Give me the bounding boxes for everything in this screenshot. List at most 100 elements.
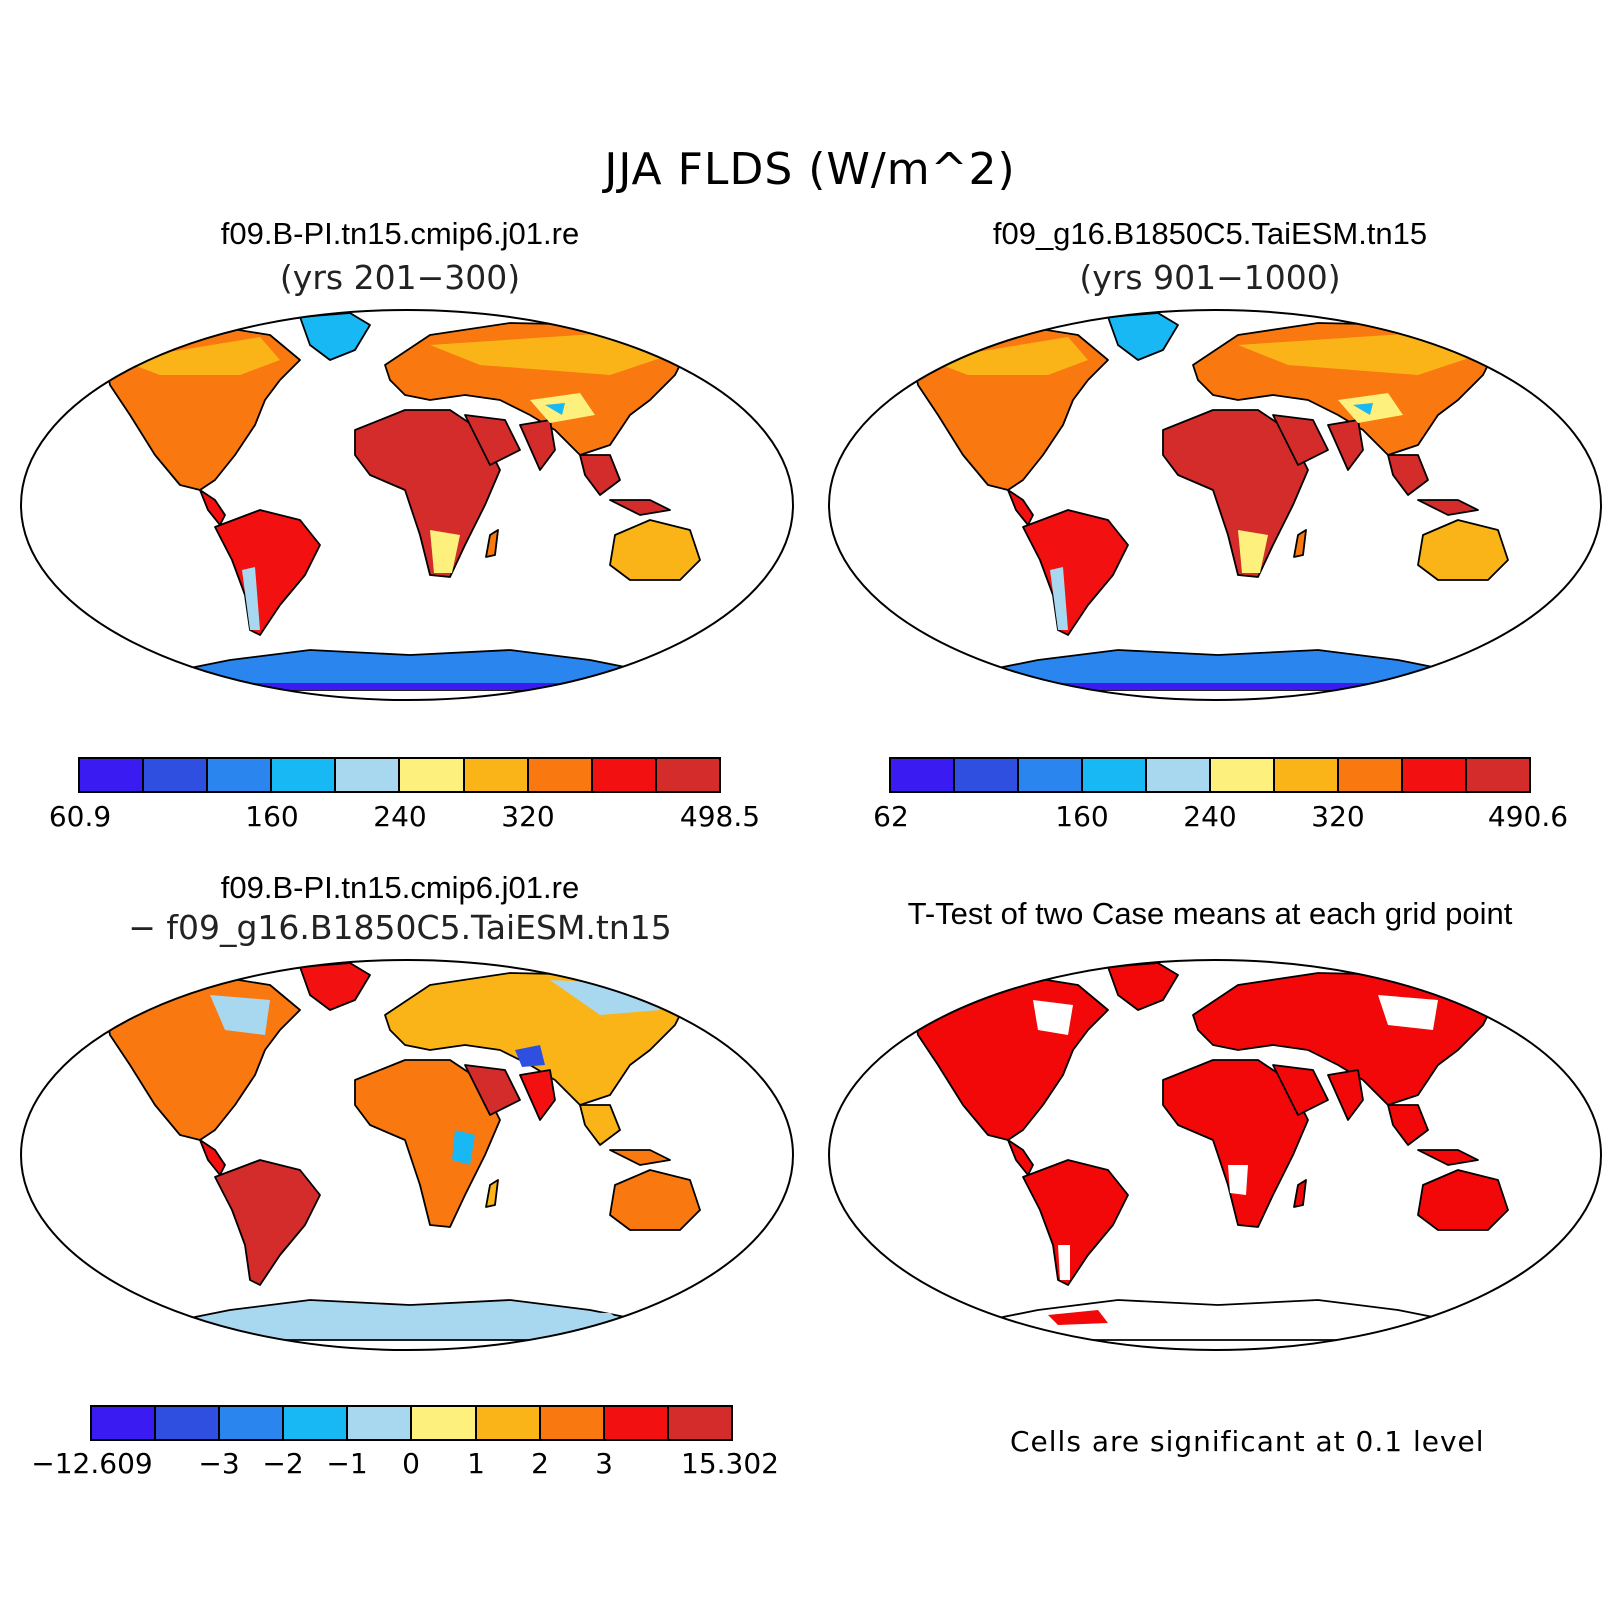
landmass-seasia (1387, 1104, 1429, 1146)
map-difference (20, 959, 794, 1351)
field-patch-ttest-gap-africa (1228, 1165, 1248, 1195)
landmass-madagascar (485, 529, 499, 558)
field-patch-ttest-gap-samerica (1058, 1245, 1070, 1280)
colorbar-swatch (412, 1407, 477, 1439)
colorbar-swatch (528, 759, 593, 791)
colorbar-case1 (78, 757, 721, 793)
landmass-arabia (1272, 414, 1329, 466)
cbar2-label-max: 490.6 (1487, 800, 1569, 833)
cbar3-label-neg2: −2 (262, 1447, 304, 1480)
landmass-seasia (579, 1104, 621, 1146)
landmass-arabia (464, 414, 521, 466)
landmass-greenland (1107, 962, 1179, 1011)
field-patch-andes-strip (242, 567, 260, 630)
field-patch-canada-cool (210, 995, 270, 1035)
map-frame (20, 959, 794, 1351)
colorbar-swatch (604, 1407, 669, 1439)
field-patch-tibet-cool (515, 1045, 545, 1067)
panel2-title: f09_g16.B1850C5.TaiESM.tn15 (992, 216, 1428, 251)
cbar1-label-min: 60.9 (48, 800, 112, 833)
panel2-subtitle: (yrs 901−1000) (1079, 258, 1341, 297)
map-ttest (828, 959, 1602, 1351)
landmass-africa (354, 409, 501, 578)
landmass-africa (1162, 1059, 1309, 1228)
landmass-africa (354, 1059, 501, 1228)
landmass-madagascar (1293, 529, 1307, 558)
colorbar-swatch (656, 759, 719, 791)
panel4-title: T-Test of two Case means at each grid po… (907, 896, 1513, 931)
landmass-australia (1417, 519, 1509, 581)
field-patch-southafrica-patch (430, 530, 460, 573)
landmass-seasia (579, 454, 621, 496)
panel1-title: f09.B-PI.tn15.cmip6.j01.re (220, 216, 580, 251)
colorbar-swatch (1275, 759, 1339, 791)
colorbar-swatch (464, 759, 529, 791)
landmass-australia (1417, 1169, 1509, 1231)
colorbar-swatch (955, 759, 1019, 791)
cbar3-label-2: 2 (531, 1447, 549, 1480)
colorbar-swatch (1147, 759, 1211, 791)
panel1-subtitle: (yrs 201−300) (279, 258, 521, 297)
colorbar-swatch (1083, 759, 1147, 791)
colorbar-swatch (272, 759, 337, 791)
landmass-india (1327, 1069, 1364, 1121)
landmass-samerica (1022, 509, 1129, 636)
cbar3-label-0: 0 (402, 1447, 420, 1480)
colorbar-swatch (92, 1407, 157, 1439)
cbar2-label-160: 160 (1055, 800, 1109, 833)
landmass-camerica (1007, 1139, 1034, 1176)
colorbar-swatch (592, 759, 657, 791)
colorbar-case2 (889, 757, 1531, 793)
landmass-indonesia (1417, 499, 1479, 516)
colorbar-swatch (156, 1407, 221, 1439)
landmass-indonesia (609, 499, 671, 516)
landmass-seasia (1387, 454, 1429, 496)
landmass-greenland (1107, 312, 1179, 361)
field-patch-tibet-patch (545, 403, 565, 415)
cbar2-label-240: 240 (1183, 800, 1237, 833)
colorbar-swatch (1019, 759, 1083, 791)
field-patch-namerica-north (120, 337, 280, 375)
landmass-indonesia (609, 1149, 671, 1166)
landmass-camerica (199, 1139, 226, 1176)
landmass-camerica (1007, 489, 1034, 526)
cbar1-label-max: 498.5 (679, 800, 761, 833)
field-patch-tibet-patch (1353, 403, 1373, 415)
cbar3-label-min: −12.609 (31, 1447, 153, 1480)
cbar1-label-160: 160 (245, 800, 299, 833)
landmass-namerica (104, 976, 301, 1141)
colorbar-swatch (400, 759, 465, 791)
panel3-subtitle: − f09_g16.B1850C5.TaiESM.tn15 (128, 908, 672, 947)
landmass-namerica (912, 976, 1109, 1141)
colorbar-swatch (476, 1407, 541, 1439)
cbar3-label-3: 3 (595, 1447, 613, 1480)
landmass-indonesia (1417, 1149, 1479, 1166)
colorbar-swatch (80, 759, 145, 791)
panel3-title: f09.B-PI.tn15.cmip6.j01.re (220, 870, 580, 905)
field-patch-ttest-gap-canada (1033, 1000, 1073, 1035)
landmass-samerica (214, 1159, 321, 1286)
cbar3-label-neg1: −1 (326, 1447, 368, 1480)
landmass-australia (609, 519, 701, 581)
significance-note: Cells are significant at 0.1 level (1010, 1425, 1485, 1458)
cbar1-label-320: 320 (501, 800, 555, 833)
cbar2-label-320: 320 (1311, 800, 1365, 833)
field-patch-eurasia-north (430, 333, 670, 375)
colorbar-swatch (891, 759, 955, 791)
landmass-africa (1162, 409, 1309, 578)
field-patch-namerica-north (928, 337, 1088, 375)
colorbar-swatch (284, 1407, 349, 1439)
field-patch-ttest-antarctica-speck (1048, 1310, 1108, 1325)
map-frame (828, 959, 1602, 1351)
field-patch-eurasia-north (1238, 333, 1478, 375)
cbar3-label-max: 15.302 (681, 1447, 779, 1480)
field-patch-andes-strip (1050, 567, 1068, 630)
field-patch-antarctica-band (993, 683, 1443, 690)
field-patch-antarctica-cool (390, 1310, 630, 1330)
colorbar-swatch (336, 759, 401, 791)
cbar1-label-240: 240 (373, 800, 427, 833)
colorbar-swatch (540, 1407, 605, 1439)
landmass-india (519, 419, 556, 471)
colorbar-difference (90, 1405, 733, 1441)
cbar2-label-min: 62 (873, 800, 909, 833)
